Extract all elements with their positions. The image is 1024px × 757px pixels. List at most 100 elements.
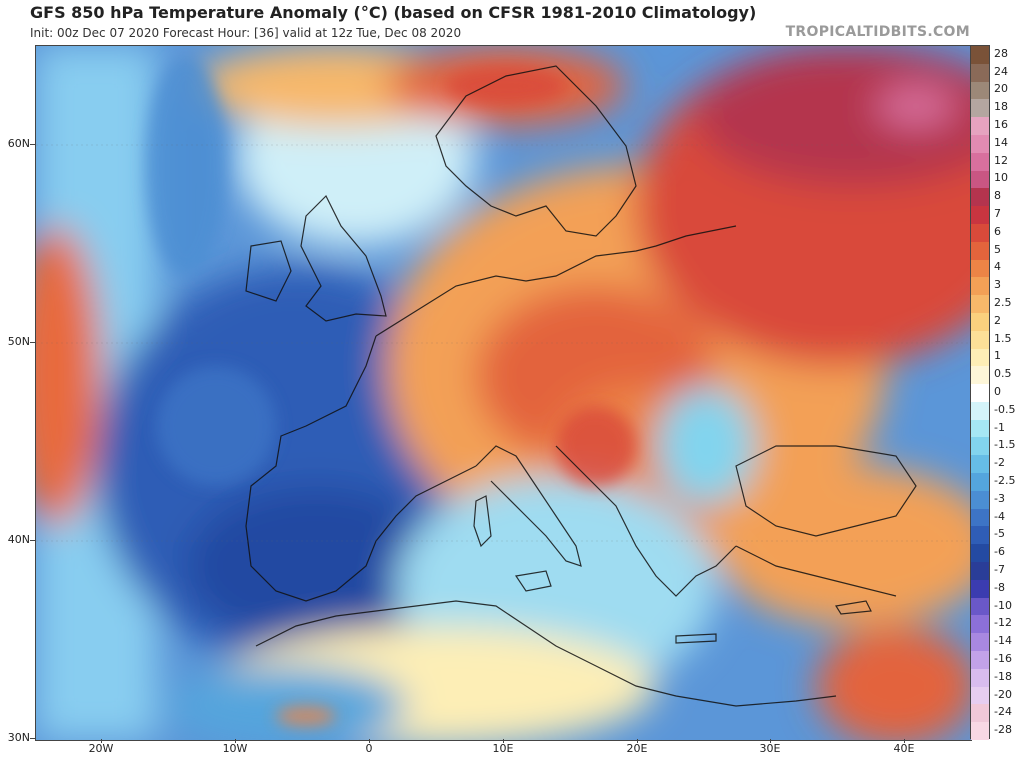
color-scale-swatch: [971, 259, 989, 278]
lat-tick: [30, 144, 35, 145]
color-scale-swatch: [971, 152, 989, 172]
color-scale-swatch: [971, 384, 989, 403]
lon-label-20e: 20E: [626, 742, 648, 755]
color-scale-swatch: [971, 722, 989, 741]
color-scale-swatch: [971, 473, 989, 492]
color-scale-swatch: [971, 437, 989, 456]
color-scale-label: 18: [994, 100, 1008, 114]
color-scale-label: 8: [994, 189, 1001, 203]
lon-tick: [101, 739, 102, 743]
color-scale-label: 7: [994, 207, 1001, 221]
color-scale-label: 28: [994, 46, 1008, 60]
color-scale-label: 2.5: [994, 296, 1012, 310]
lon-label-20w: 20W: [88, 742, 114, 755]
color-scale-label: 12: [994, 153, 1008, 167]
lon-label-10w: 10W: [222, 742, 248, 755]
color-scale-label: 1: [994, 349, 1001, 363]
color-scale-label: 6: [994, 224, 1001, 238]
color-scale-swatch: [971, 330, 989, 349]
map-title: GFS 850 hPa Temperature Anomaly (°C) (ba…: [30, 3, 757, 22]
lon-tick: [770, 739, 771, 743]
color-scale-label: -2: [994, 456, 1005, 470]
color-scale-swatch: [971, 615, 989, 634]
color-scale-swatch: [971, 277, 989, 296]
color-scale-label: -7: [994, 562, 1005, 576]
color-scale-label: -3: [994, 491, 1005, 505]
anomaly-map: [35, 45, 972, 741]
color-scale-label: -1.5: [994, 438, 1016, 452]
color-scale-swatch: [971, 419, 989, 438]
lon-tick: [904, 739, 905, 743]
color-scale-swatch: [971, 366, 989, 385]
color-scale-swatch: [971, 668, 989, 688]
color-scale-label: -28: [994, 723, 1012, 737]
color-scale-label: -16: [994, 651, 1012, 665]
color-scale-swatch: [971, 455, 989, 474]
color-scale-swatch: [971, 633, 989, 652]
color-scale-swatch: [971, 134, 989, 154]
color-scale-swatch: [971, 526, 989, 545]
color-scale-label: 5: [994, 242, 1001, 256]
color-scale-label: 2: [994, 313, 1001, 327]
color-scale-label: -1: [994, 420, 1005, 434]
color-scale-swatch: [971, 562, 989, 581]
color-scale-label: -14: [994, 634, 1012, 648]
brand-watermark: TROPICALTIDBITS.COM: [785, 24, 970, 40]
color-scale-swatch: [971, 490, 989, 510]
lon-tick: [235, 739, 236, 743]
color-scale-label: -6: [994, 545, 1005, 559]
color-scale-swatch: [971, 223, 989, 243]
anomaly-map-graphic: [36, 46, 971, 740]
lat-label-40n: 40N: [7, 533, 30, 546]
lat-label-60n: 60N: [7, 137, 30, 150]
color-scale-swatch: [971, 63, 989, 83]
color-scale-swatch: [971, 117, 989, 136]
color-scale-label: 0: [994, 385, 1001, 398]
color-scale-label: 20: [994, 82, 1008, 96]
color-scale-swatch: [971, 46, 989, 65]
lat-tick: [30, 738, 35, 739]
color-scale-swatch: [971, 348, 989, 367]
color-scale-swatch: [971, 241, 989, 261]
color-scale-label: 4: [994, 260, 1001, 274]
color-scale-swatch: [971, 544, 989, 563]
color-scale-label: 10: [994, 171, 1008, 185]
lon-tick: [637, 739, 638, 743]
color-scale-swatch: [971, 99, 989, 118]
color-scale-label: -24: [994, 705, 1012, 719]
color-scale-swatch: [971, 206, 989, 225]
lat-tick: [30, 540, 35, 541]
lon-tick: [503, 739, 504, 743]
color-scale-label: 14: [994, 135, 1008, 149]
color-scale-label: -10: [994, 598, 1012, 612]
lon-label-30e: 30E: [759, 742, 781, 755]
color-scale-label: 0.5: [994, 367, 1012, 381]
color-scale-label: -4: [994, 509, 1005, 523]
color-scale-swatch: [971, 401, 989, 421]
color-scale-label: -2.5: [994, 473, 1016, 487]
color-scale-label: 16: [994, 118, 1008, 132]
lon-tick: [369, 739, 370, 743]
color-scale-swatch: [971, 81, 989, 100]
color-scale-swatch: [971, 170, 989, 189]
color-scale-swatch: [971, 651, 989, 670]
color-scale-label: -5: [994, 527, 1005, 541]
color-scale-label: -12: [994, 616, 1012, 630]
color-scale-label: -20: [994, 687, 1012, 701]
lat-label-50n: 50N: [7, 335, 30, 348]
color-scale-label: -8: [994, 580, 1005, 594]
color-scale-label: 3: [994, 278, 1001, 292]
color-scale-swatch: [971, 704, 989, 723]
color-scale-swatch: [971, 686, 989, 705]
color-scale-swatch: [971, 312, 989, 332]
color-scale-label: -0.5: [994, 402, 1016, 416]
color-scale-bar: [970, 45, 990, 741]
map-subtitle: Init: 00z Dec 07 2020 Forecast Hour: [36…: [30, 26, 462, 40]
color-scale-swatch: [971, 579, 989, 599]
color-scale-swatch: [971, 295, 989, 314]
lon-label-10e: 10E: [492, 742, 514, 755]
color-scale-swatch: [971, 188, 989, 207]
lon-label-40e: 40E: [893, 742, 915, 755]
lat-tick: [30, 342, 35, 343]
lon-label-0: 0: [365, 742, 373, 755]
